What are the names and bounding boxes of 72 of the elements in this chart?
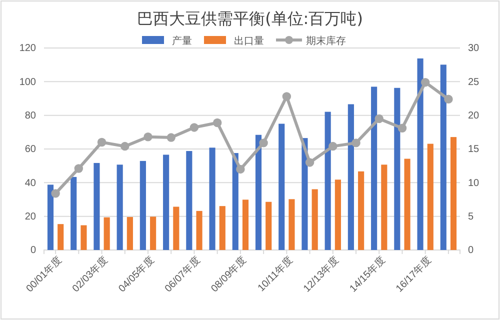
point bbox=[144, 132, 152, 142]
point bbox=[282, 92, 292, 101]
bar bbox=[381, 164, 388, 250]
bar bbox=[116, 164, 123, 250]
point bbox=[212, 118, 222, 128]
legend-label: 出口量 bbox=[234, 35, 264, 47]
bar bbox=[450, 137, 457, 250]
bar bbox=[219, 206, 226, 250]
point bbox=[352, 138, 360, 148]
bar bbox=[196, 210, 202, 250]
bar bbox=[278, 124, 285, 250]
point bbox=[97, 138, 106, 147]
bar bbox=[288, 199, 295, 250]
y2-tick-label: 20 bbox=[468, 110, 480, 122]
y-tick-label: 120 bbox=[19, 43, 36, 54]
bar bbox=[173, 206, 180, 250]
y-tick-label: 80 bbox=[24, 110, 36, 122]
bar bbox=[58, 224, 64, 250]
legend-label: 期末库存 bbox=[306, 35, 346, 47]
bar bbox=[126, 217, 133, 250]
bar bbox=[266, 202, 272, 250]
y2-tick-label: 0 bbox=[468, 245, 474, 256]
bar bbox=[47, 184, 54, 250]
y-tick-label: 40 bbox=[24, 178, 36, 189]
point bbox=[328, 142, 338, 151]
point bbox=[166, 133, 176, 142]
point bbox=[51, 189, 60, 198]
bar bbox=[104, 217, 110, 250]
bar bbox=[302, 138, 308, 250]
bar bbox=[417, 58, 424, 250]
bar bbox=[334, 180, 341, 250]
y-tick-label: 100 bbox=[19, 76, 36, 88]
point bbox=[74, 164, 84, 173]
bar bbox=[358, 171, 364, 250]
y2-tick-label: 10 bbox=[468, 178, 480, 189]
y-tick-label: 20 bbox=[24, 212, 36, 223]
bar bbox=[94, 162, 100, 250]
point bbox=[374, 114, 384, 124]
y-tick-label: 0 bbox=[30, 245, 36, 256]
y2-tick-label: 15 bbox=[468, 144, 480, 156]
bar bbox=[440, 64, 446, 250]
point bbox=[398, 124, 407, 132]
point bbox=[120, 142, 130, 151]
y2-tick-label: 30 bbox=[468, 43, 480, 54]
point bbox=[420, 78, 430, 87]
point bbox=[190, 123, 199, 132]
bar bbox=[209, 148, 216, 250]
bar bbox=[348, 104, 354, 250]
bar bbox=[312, 189, 318, 250]
bar bbox=[80, 225, 87, 250]
bar bbox=[427, 144, 434, 250]
y2-tick-label: 25 bbox=[468, 76, 480, 88]
y-tick-label: 60 bbox=[24, 144, 36, 156]
bar bbox=[186, 151, 192, 250]
bar bbox=[404, 158, 410, 250]
bar bbox=[324, 112, 331, 250]
bar bbox=[163, 154, 170, 250]
bar bbox=[255, 134, 262, 250]
point bbox=[444, 94, 453, 104]
bar bbox=[150, 216, 156, 250]
bar bbox=[371, 86, 378, 250]
bar bbox=[242, 200, 249, 250]
chart-title: 巴西大豆供需平衡(单位:百万吨) bbox=[137, 9, 363, 28]
bar bbox=[232, 153, 238, 250]
bar bbox=[394, 88, 400, 250]
point bbox=[259, 138, 268, 148]
bar bbox=[70, 176, 77, 250]
legend-label: 产量 bbox=[172, 35, 192, 47]
bar bbox=[140, 160, 146, 250]
y2-tick-label: 5 bbox=[468, 212, 474, 223]
point bbox=[236, 164, 245, 174]
point bbox=[305, 158, 314, 167]
